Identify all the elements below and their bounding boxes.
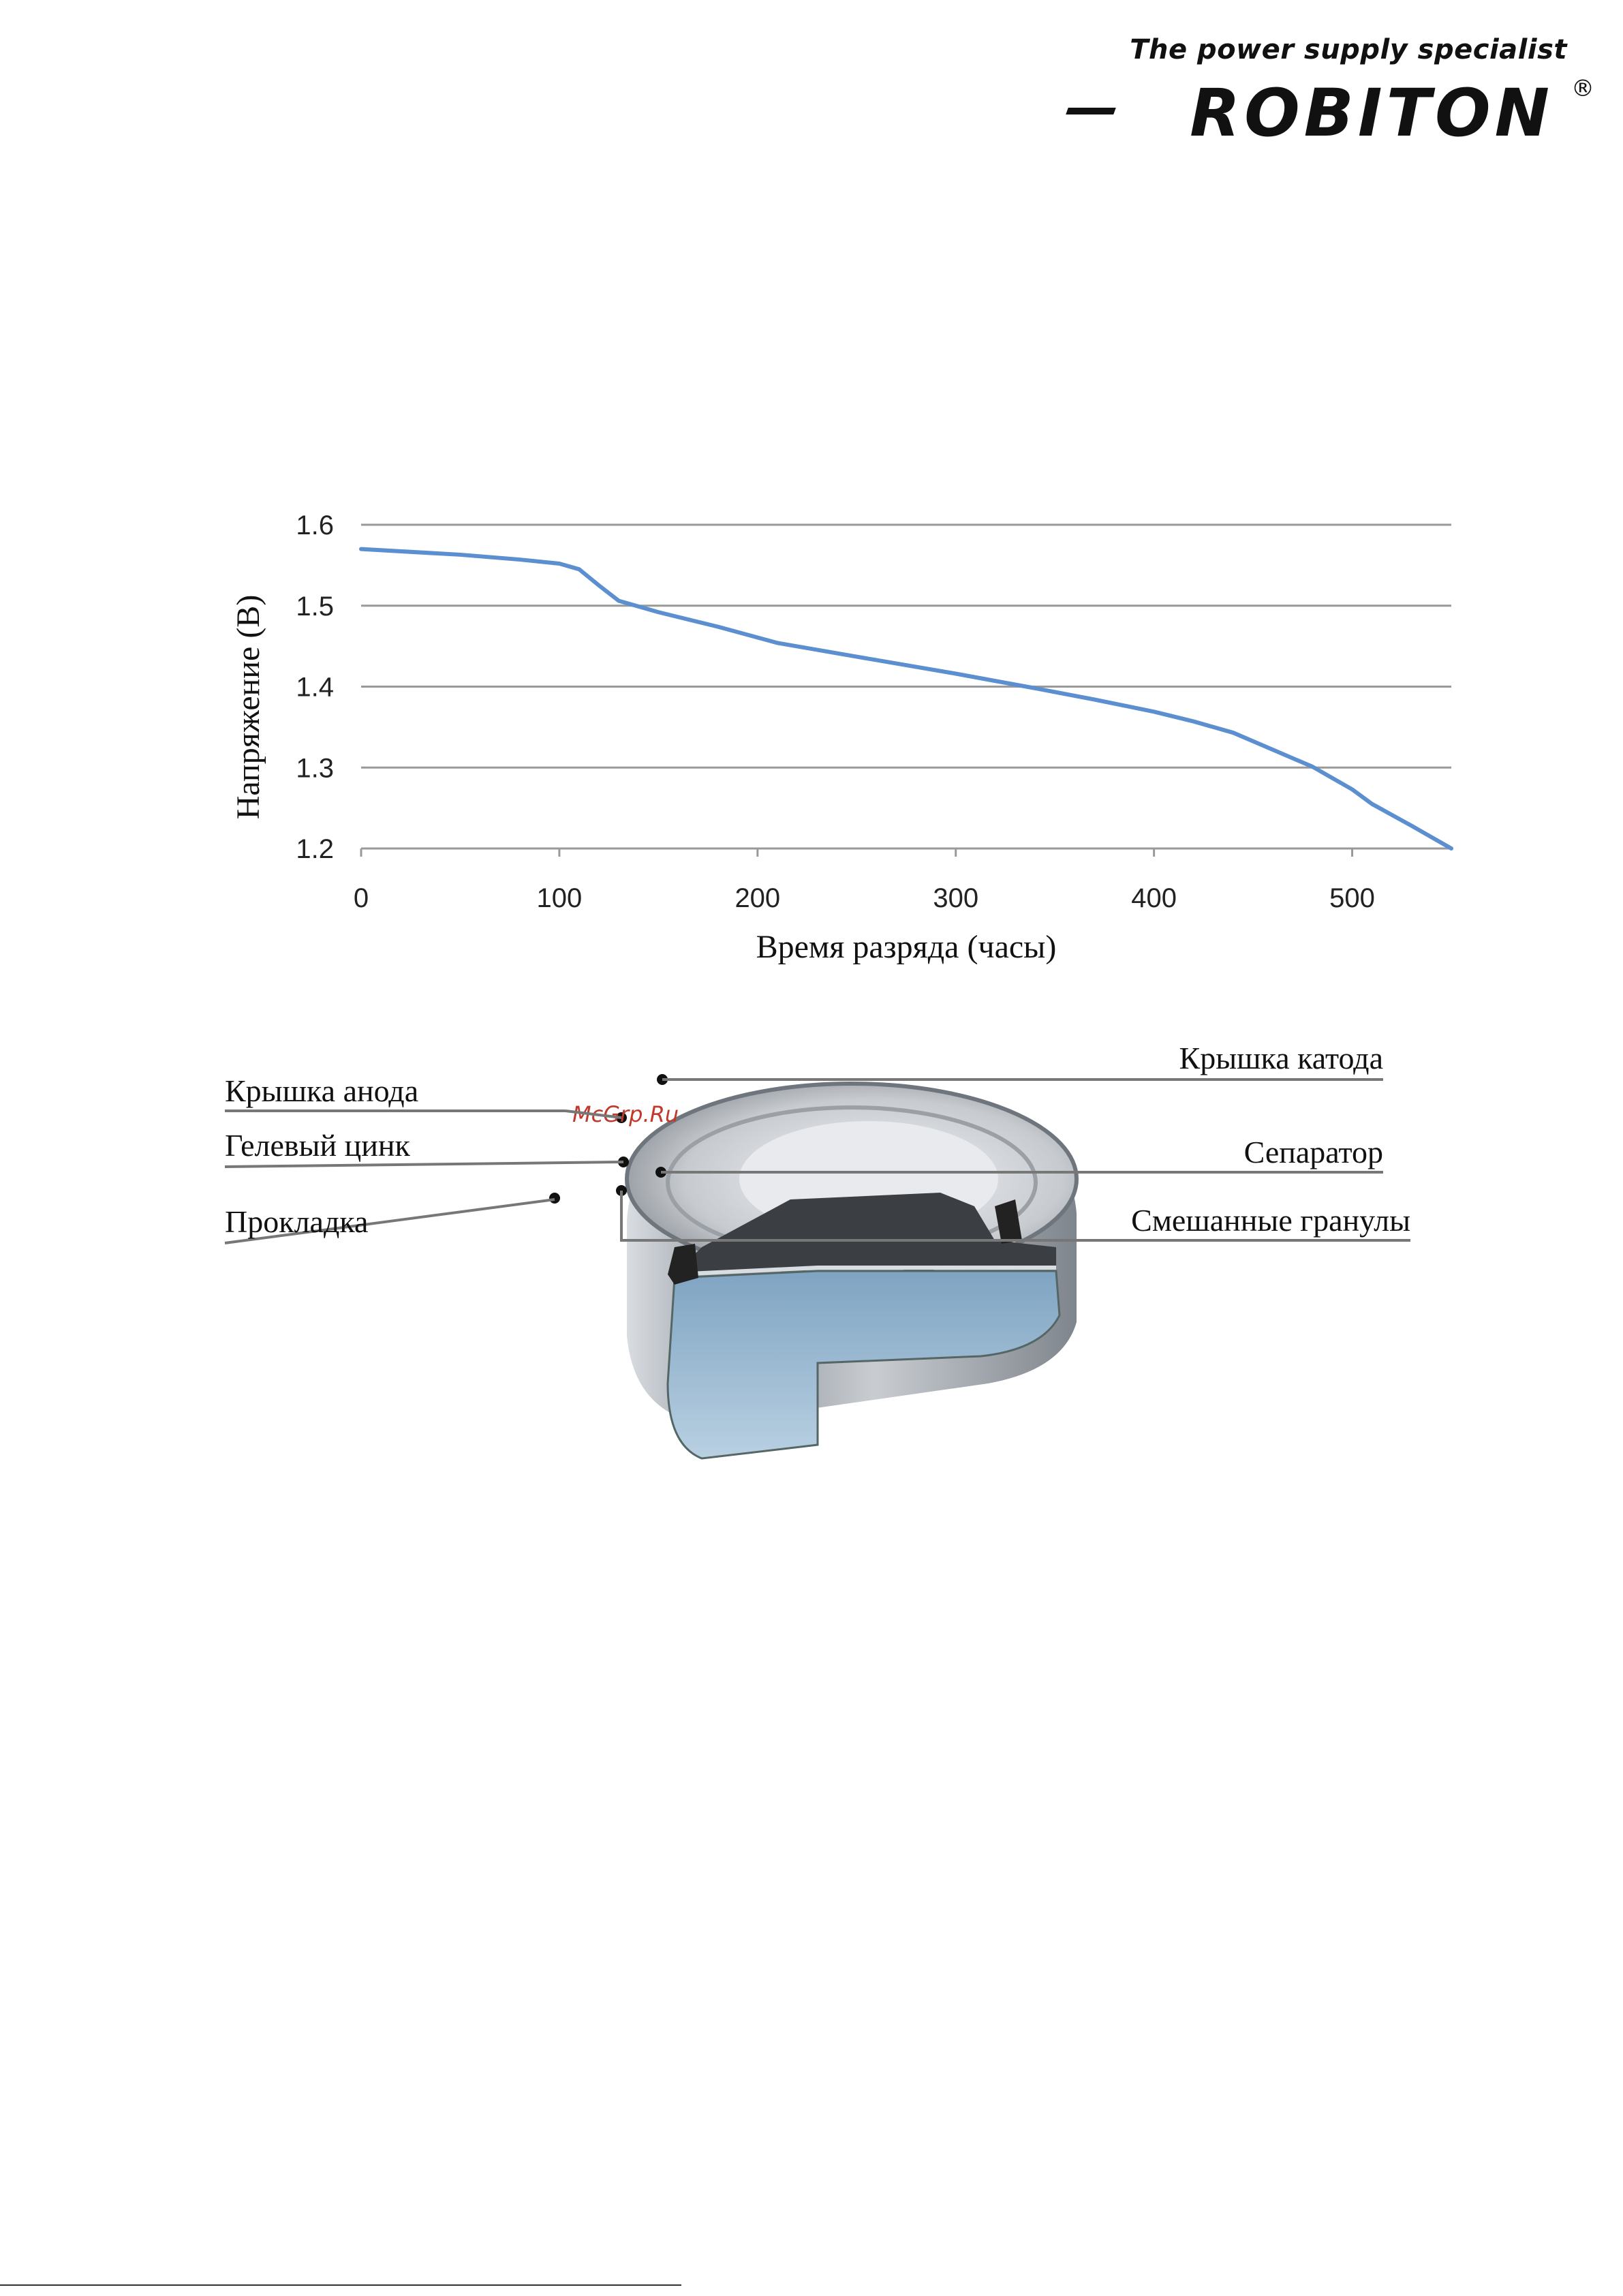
x-tick-label: 100 [537, 883, 583, 913]
diagram-svg: McGrp.Ru Крышка катода Крышка анода Геле… [224, 1041, 1410, 1460]
logo-underline-bar [1066, 108, 1116, 114]
y-tick-label: 1.5 [296, 592, 334, 622]
robiton-logo: The power supply specialist ROBITON ® [1063, 34, 1594, 151]
y-tick-label: 1.2 [296, 834, 334, 864]
voltage-series-line [359, 547, 1453, 851]
registered-trademark-icon: ® [1571, 75, 1594, 102]
y-tick-label: 1.3 [296, 753, 334, 783]
x-tick-label: 200 [735, 883, 780, 913]
footer-rule [0, 2284, 681, 2286]
logo-brand-name: ROBITON [1190, 75, 1554, 151]
y-tick-label: 1.4 [296, 673, 334, 703]
logo-tagline: The power supply specialist [1130, 34, 1567, 65]
label-cathode-cap: Крышка катода [1179, 1041, 1383, 1075]
label-separator: Сепаратор [1244, 1135, 1383, 1169]
x-tick-label: 0 [354, 883, 369, 913]
label-gel-zinc: Гелевый цинк [225, 1128, 410, 1163]
button-cell-cutaway-diagram: McGrp.Ru Крышка катода Крышка анода Геле… [224, 1041, 1519, 1465]
label-mixed-granules: Смешанные гранулы [1131, 1203, 1410, 1238]
y-axis-title: Напряжение (В) [230, 595, 266, 820]
label-gasket: Прокладка [225, 1204, 368, 1239]
x-axis-title: Время разряда (часы) [756, 929, 1057, 965]
x-tick-label: 400 [1131, 883, 1177, 913]
chart-svg: 1.2 1.3 1.4 1.5 1.6 0 100 200 300 400 500 Время р… [230, 510, 1453, 965]
label-anode-cap: Крышка анода [225, 1073, 418, 1108]
button-cell-illustration [549, 1074, 1079, 1460]
x-tick-label: 500 [1329, 883, 1375, 913]
callout-lines [224, 1078, 1410, 1244]
discharge-curve-chart: 1.2 1.3 1.4 1.5 1.6 0 100 200 300 400 500 Время р… [218, 491, 1479, 981]
y-tick-label: 1.6 [296, 510, 334, 540]
x-tick-label: 300 [933, 883, 978, 913]
